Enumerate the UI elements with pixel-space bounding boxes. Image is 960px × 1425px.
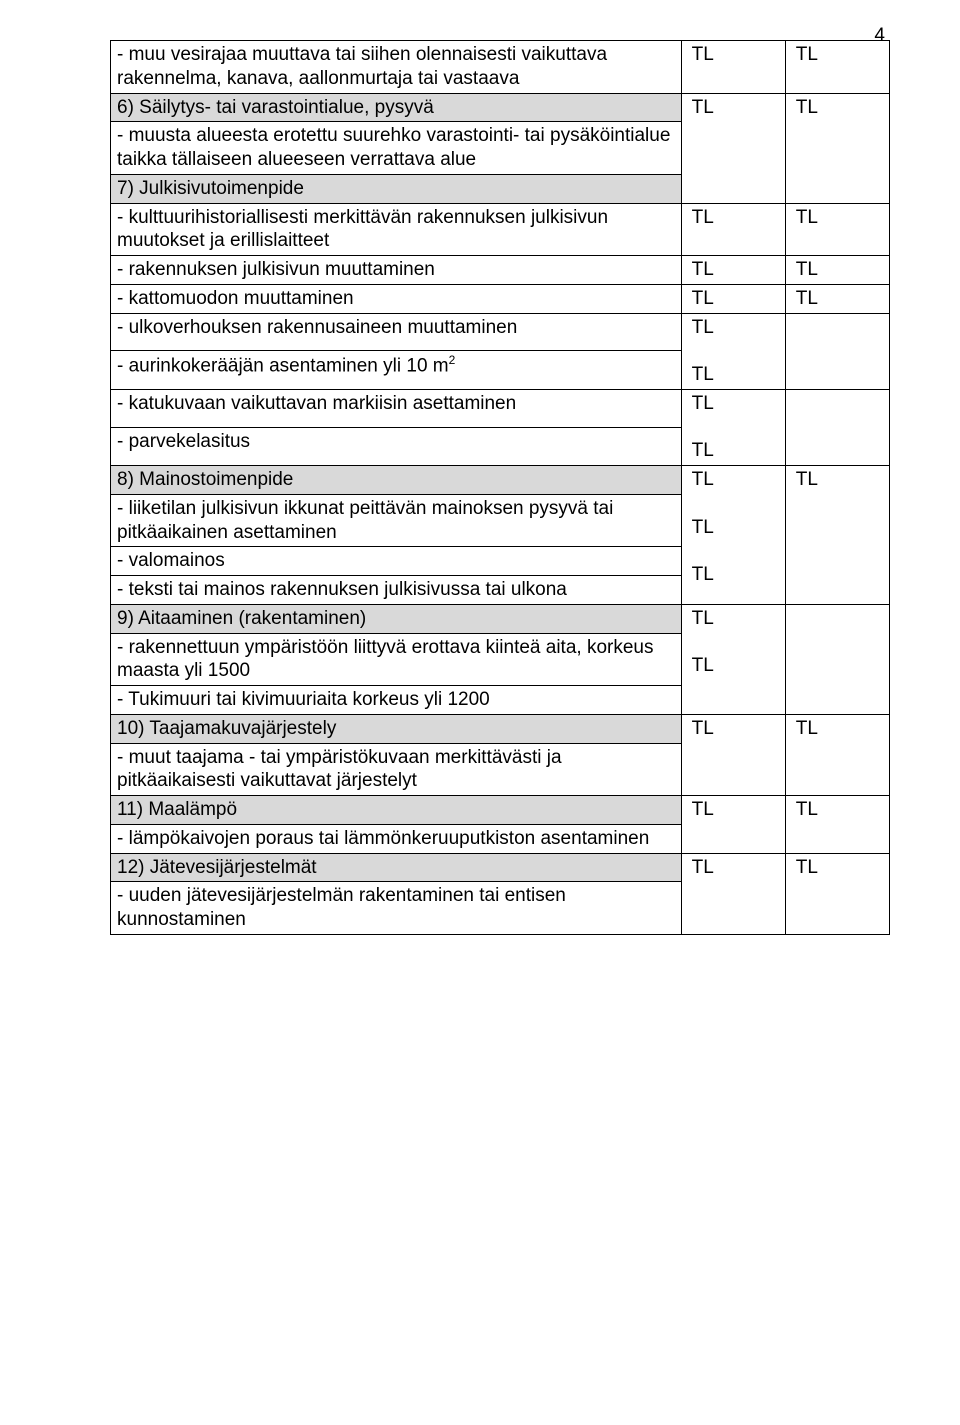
section-header-row: 11) MaalämpöTLTL (111, 796, 890, 825)
permit-table: - muu vesirajaa muuttava tai siihen olen… (110, 40, 890, 935)
cell-col3: TL (785, 284, 889, 313)
section-header-text: 6) Säilytys- tai varastointialue, pysyvä (111, 93, 682, 122)
cell-col3: TL (785, 853, 889, 934)
row-description: - kulttuurihistoriallisesti merkittävän … (111, 203, 682, 256)
cell-col3 (785, 389, 889, 465)
cell-col2: TL (681, 714, 785, 795)
row-description: - lämpökaivojen poraus tai lämmönkeruupu… (111, 824, 682, 853)
row-description: - katukuvaan vaikuttavan markiisin asett… (111, 389, 682, 427)
section-header-row: 9) Aitaaminen (rakentaminen)TLTL (111, 604, 890, 633)
row-description: - muusta alueesta erotettu suurehko vara… (111, 122, 682, 175)
cell-col2: TL (681, 256, 785, 285)
cell-col2: TL (681, 41, 785, 94)
table-row: - ulkoverhouksen rakennusaineen muuttami… (111, 313, 890, 350)
row-description: - liiketilan julkisivun ikkunat peittävä… (111, 494, 682, 547)
cell-col2: TLTL (681, 604, 785, 714)
cell-col2: TLTL (681, 389, 785, 465)
table-row: - rakennuksen julkisivun muuttaminenTLTL (111, 256, 890, 285)
table-row: - kulttuurihistoriallisesti merkittävän … (111, 203, 890, 256)
section-header-text: 10) Taajamakuvajärjestely (111, 714, 682, 743)
section-header-text: 8) Mainostoimenpide (111, 466, 682, 495)
row-description: - kattomuodon muuttaminen (111, 284, 682, 313)
row-description: - ulkoverhouksen rakennusaineen muuttami… (111, 313, 682, 350)
table-row: - katukuvaan vaikuttavan markiisin asett… (111, 389, 890, 427)
row-description: - aurinkokerääjän asentaminen yli 10 m2 (111, 350, 682, 389)
row-description: - muu vesirajaa muuttava tai siihen olen… (111, 41, 682, 94)
section-header-row: 12) JätevesijärjestelmätTLTL (111, 853, 890, 882)
document-page: 4 - muu vesirajaa muuttava tai siihen ol… (0, 0, 960, 975)
row-description: - teksti tai mainos rakennuksen julkisiv… (111, 576, 682, 605)
cell-col3 (785, 313, 889, 389)
row-description: - valomainos (111, 547, 682, 576)
cell-col2: TL (681, 203, 785, 256)
cell-col3: TL (785, 466, 889, 605)
table-row: - kattomuodon muuttaminenTLTL (111, 284, 890, 313)
cell-col2: TL (681, 796, 785, 854)
cell-col2: TLTL (681, 313, 785, 389)
cell-col3: TL (785, 93, 889, 203)
cell-col2: TLTLTL (681, 466, 785, 605)
page-number: 4 (874, 25, 885, 47)
row-description: - Tukimuuri tai kivimuuriaita korkeus yl… (111, 686, 682, 715)
section-header-row: 6) Säilytys- tai varastointialue, pysyvä… (111, 93, 890, 122)
section-header-text: 9) Aitaaminen (rakentaminen) (111, 604, 682, 633)
cell-col3: TL (785, 203, 889, 256)
cell-col3: TL (785, 41, 889, 94)
cell-col3 (785, 604, 889, 714)
table-row: - muu vesirajaa muuttava tai siihen olen… (111, 41, 890, 94)
cell-col3: TL (785, 714, 889, 795)
table-body: - muu vesirajaa muuttava tai siihen olen… (111, 41, 890, 935)
cell-col2: TL (681, 853, 785, 934)
section-header-text: 7) Julkisivutoimenpide (111, 174, 682, 203)
cell-col3: TL (785, 796, 889, 854)
section-header-row: 8) MainostoimenpideTLTLTLTL (111, 466, 890, 495)
cell-col2: TL (681, 284, 785, 313)
row-description: - rakennettuun ympäristöön liittyvä erot… (111, 633, 682, 686)
row-description: - muut taajama - tai ympäristökuvaan mer… (111, 743, 682, 796)
row-description: - uuden jätevesijärjestelmän rakentamine… (111, 882, 682, 935)
row-description: - rakennuksen julkisivun muuttaminen (111, 256, 682, 285)
cell-col2: TL (681, 93, 785, 203)
cell-col3: TL (785, 256, 889, 285)
row-description: - parvekelasitus (111, 427, 682, 465)
section-header-row: 10) TaajamakuvajärjestelyTLTL (111, 714, 890, 743)
section-header-text: 11) Maalämpö (111, 796, 682, 825)
section-header-text: 12) Jätevesijärjestelmät (111, 853, 682, 882)
